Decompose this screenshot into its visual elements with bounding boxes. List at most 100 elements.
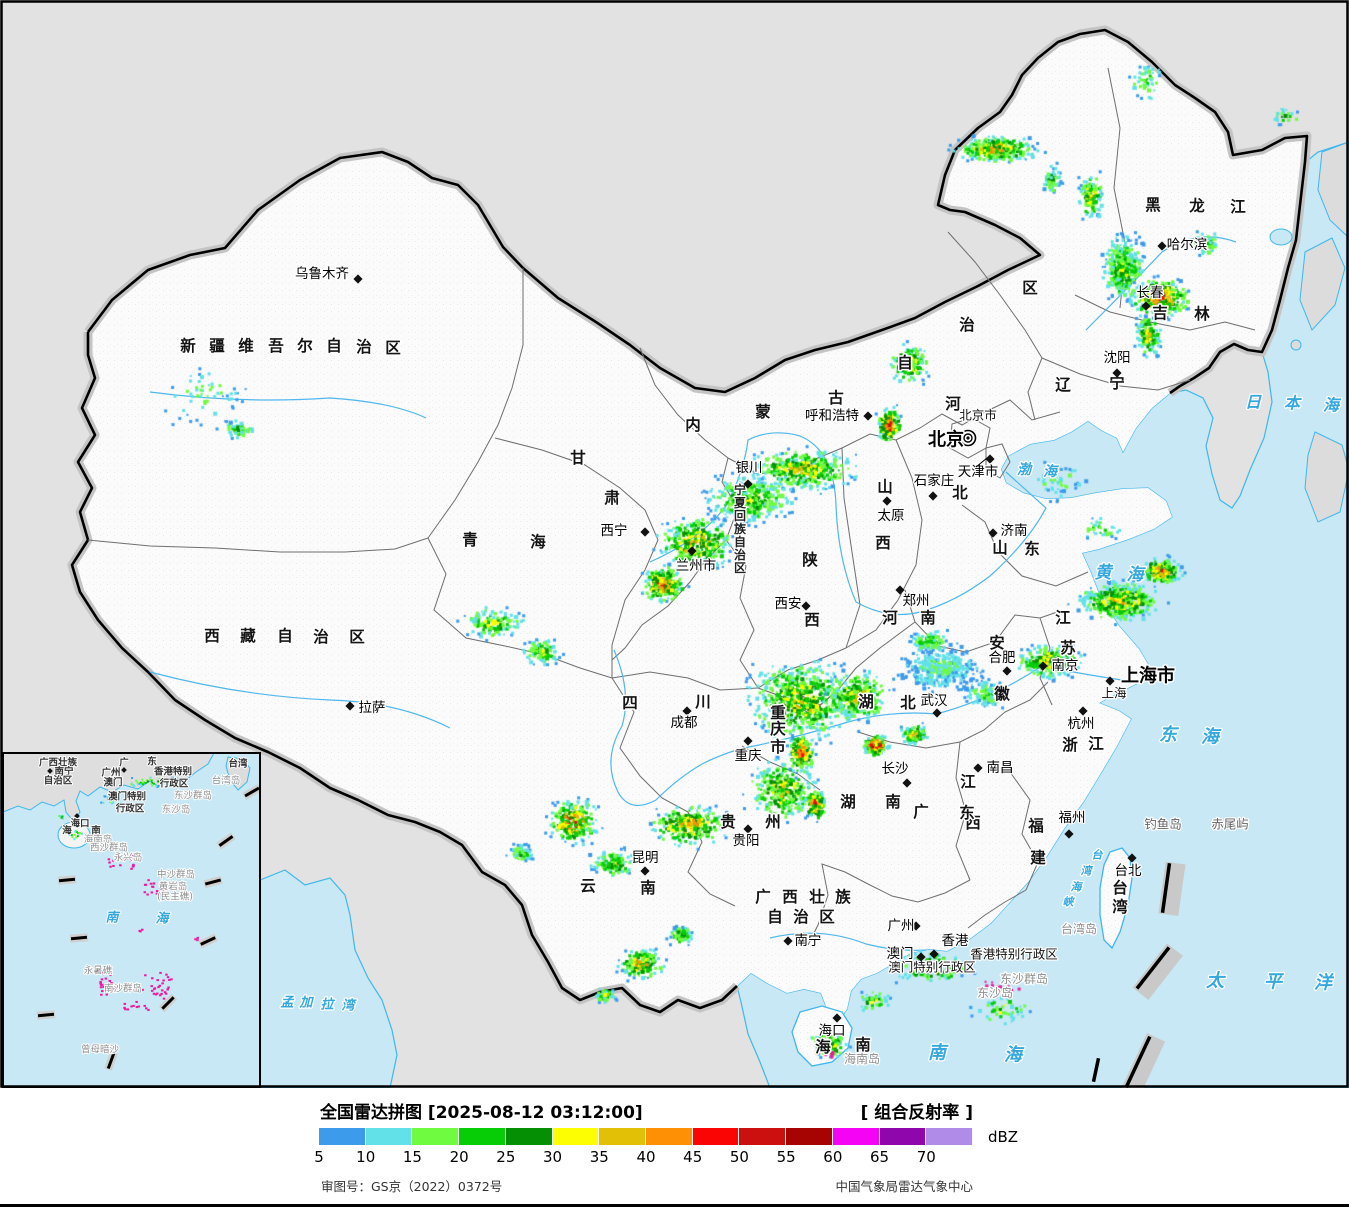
map-label-char: 东 — [1159, 725, 1180, 746]
map-label: 北京市 — [959, 408, 997, 423]
city-label: 拉萨 — [359, 700, 386, 716]
inset-island-mark — [143, 1004, 146, 1007]
city-marker — [895, 585, 905, 595]
inset-island-mark — [163, 991, 167, 994]
map-label-char: 内 — [685, 415, 701, 434]
colorbar-seg-70 — [926, 1128, 974, 1145]
city-label: 乌鲁木齐 — [295, 266, 349, 282]
map-label: 南沙群岛 — [104, 983, 142, 995]
city-marker — [1038, 661, 1048, 671]
inset-echo — [136, 781, 139, 784]
inset-island-mark — [101, 971, 105, 974]
map-label-char: 蒙 — [755, 402, 771, 421]
inset-echo — [142, 781, 145, 784]
inset-island-mark — [109, 865, 112, 868]
map-label-char: 西 — [875, 534, 891, 552]
colorbar-seg-40 — [646, 1128, 693, 1145]
city-marker — [353, 274, 363, 284]
inset-island-mark — [145, 1007, 148, 1010]
map-label-char: 拉 — [320, 997, 335, 1013]
city-marker — [916, 952, 926, 962]
inset-echo — [155, 785, 158, 788]
inset-island-mark — [147, 1008, 150, 1011]
inset-echo — [130, 782, 133, 785]
map-label-char: 自 — [767, 907, 783, 926]
city-marker — [1078, 706, 1088, 716]
city-marker — [1141, 301, 1151, 311]
map-label-char: 维 — [238, 336, 254, 355]
dash-line-segment — [1132, 943, 1183, 1000]
inset-island-mark — [138, 929, 141, 932]
map-label-char: 疆 — [209, 336, 225, 355]
inset-echo — [186, 778, 189, 781]
map-label-char: 江 — [1055, 609, 1071, 627]
city-label: 呼和浩特 — [805, 408, 859, 424]
colorbar-seg-10 — [365, 1128, 413, 1145]
map-label-char: 治 — [793, 907, 809, 926]
inset-island-mark — [161, 888, 164, 891]
city-label: 杭州 — [1068, 716, 1095, 732]
inset-echo — [73, 833, 76, 836]
tick-65: 65 — [870, 1148, 890, 1166]
map-label: 海南岛 — [844, 1051, 880, 1066]
inset-island-mark — [157, 892, 161, 895]
tick-70: 70 — [916, 1148, 936, 1166]
map-label-char: 区 — [1022, 279, 1038, 297]
map-label: 南 — [105, 910, 120, 926]
inset-dash-segment — [57, 875, 77, 885]
city-marker — [640, 866, 650, 876]
city-marker — [832, 1013, 842, 1023]
city-marker — [687, 546, 697, 556]
inset-island-mark — [135, 1000, 138, 1003]
inset-island-mark — [99, 986, 103, 989]
city-marker — [801, 601, 811, 611]
inset-island-mark — [155, 892, 159, 895]
inset-echo — [174, 783, 177, 786]
inset-island-mark — [170, 887, 174, 890]
city-marker — [743, 479, 753, 489]
map-label-char: 海 — [1043, 463, 1060, 480]
inset-echo — [77, 832, 80, 835]
inset-echo — [74, 830, 77, 833]
city-marker — [1157, 241, 1167, 251]
tick-60: 60 — [823, 1148, 843, 1166]
city-marker — [682, 706, 692, 716]
inset-island-mark — [162, 979, 165, 982]
inset-island-mark — [167, 986, 170, 989]
map-label: 南宁 — [54, 766, 74, 778]
inset-island-mark — [130, 867, 133, 870]
map-label-char: 自 — [277, 626, 293, 645]
map-label-char: 湖 — [840, 793, 856, 811]
map-label-char: 广 — [755, 887, 771, 906]
map-label-char: 肃 — [604, 489, 620, 507]
inset-island-mark — [151, 885, 155, 888]
map-label-char: 台 — [1092, 849, 1104, 862]
inset-echo — [75, 836, 78, 839]
dbz-unit: dBZ — [988, 1128, 1019, 1146]
inset-island-mark — [111, 987, 115, 990]
map-label: 自治区 — [44, 775, 73, 787]
inset-island-mark — [160, 992, 163, 995]
inset-island-mark — [124, 1008, 127, 1011]
map-label: 广西壮族 — [39, 757, 78, 769]
inset-echo — [108, 797, 111, 800]
map-label-char: 北 — [900, 694, 916, 712]
tick-10: 10 — [356, 1148, 376, 1166]
inset-echo — [62, 816, 65, 819]
inset-echo — [102, 801, 105, 804]
inset-island-mark — [155, 890, 159, 893]
inset-echo — [141, 778, 144, 781]
inset-echo — [59, 815, 62, 818]
city-label: 合肥 — [989, 650, 1016, 666]
map-label-char: 湾 — [1112, 897, 1128, 916]
inset-echo — [71, 836, 74, 839]
map-label-char: 江 — [1088, 735, 1104, 753]
city-marker — [985, 454, 995, 464]
map-label: (民主礁) — [157, 891, 193, 903]
inset-island-mark — [102, 985, 105, 988]
inset-echo — [138, 782, 141, 785]
inset-island-mark — [135, 1006, 139, 1009]
map-label-char: 庆 — [770, 719, 786, 738]
map-label-char: 宁 — [1109, 373, 1125, 392]
